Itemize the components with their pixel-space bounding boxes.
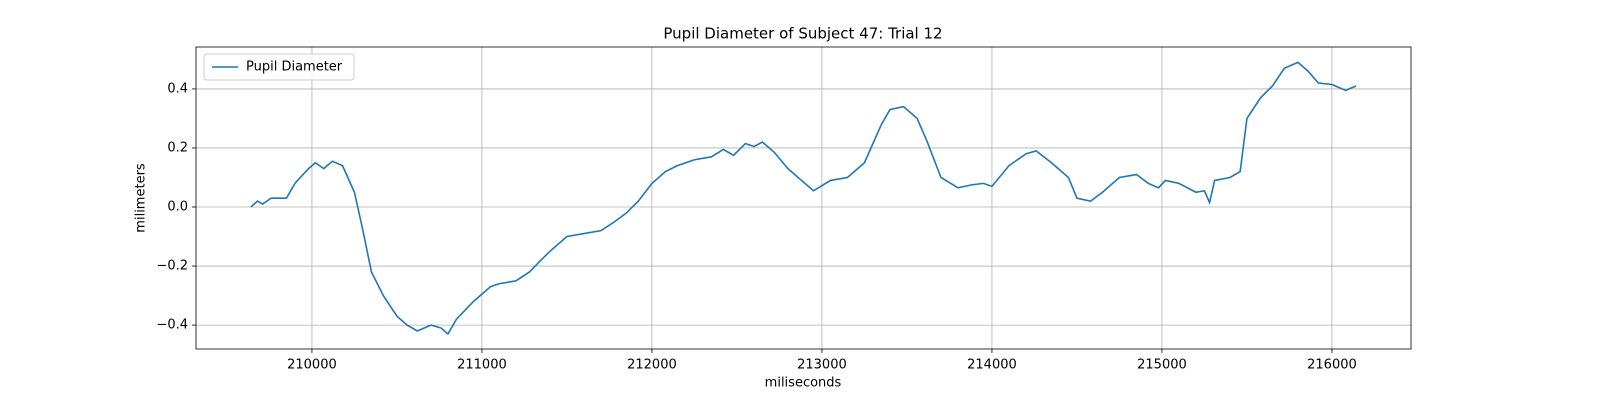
- x-axis-label: miliseconds: [765, 376, 842, 391]
- y-tick-label: 0.4: [167, 81, 188, 96]
- x-tick-label: 210000: [287, 358, 337, 373]
- y-tick-label: 0.2: [167, 140, 188, 155]
- y-tick-label: 0.0: [167, 200, 188, 215]
- x-tick-label: 214000: [967, 358, 1017, 373]
- y-tick-label: −0.2: [156, 259, 188, 274]
- legend-box: [203, 53, 355, 81]
- y-tick-label: −0.4: [156, 318, 188, 333]
- x-tick-label: 211000: [457, 358, 507, 373]
- data-line: [250, 61, 1357, 336]
- x-tick-label: 212000: [627, 358, 677, 373]
- legend-label: Pupil Diameter: [246, 60, 343, 75]
- chart-title: Pupil Diameter of Subject 47: Trial 12: [663, 25, 942, 43]
- x-tick-label: 213000: [797, 358, 847, 373]
- x-tick-label: 216000: [1307, 358, 1357, 373]
- plot-frame: [195, 46, 1412, 350]
- x-tick-label: 215000: [1137, 358, 1187, 373]
- y-axis-label: milimeters: [134, 163, 149, 233]
